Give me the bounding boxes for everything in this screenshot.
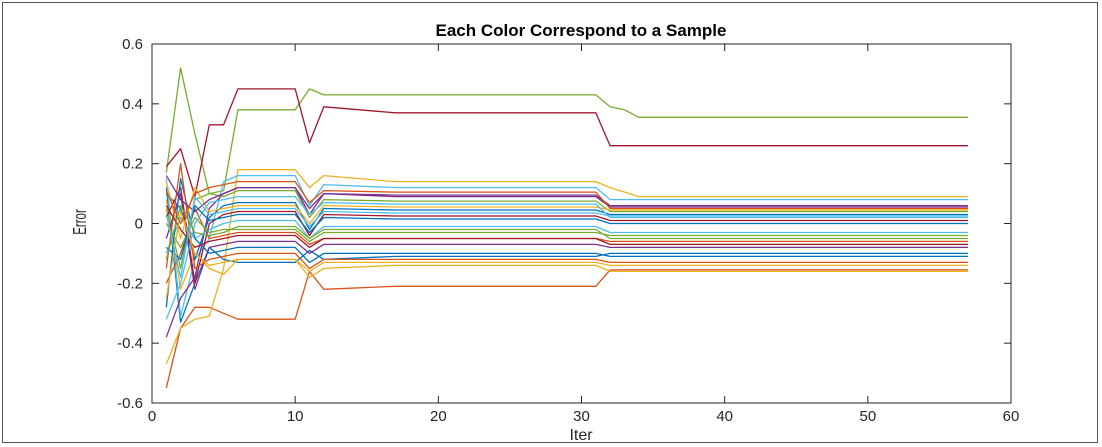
x-tick-label: 10	[287, 408, 304, 425]
series-line-26	[165, 195, 968, 279]
y-tick-label: 0	[135, 216, 143, 233]
series-line-23	[165, 210, 968, 299]
series-line-9	[165, 193, 968, 261]
series-line-4	[165, 169, 968, 365]
series-line-20	[165, 205, 968, 249]
x-tick-label: 30	[573, 408, 590, 425]
series-line-22	[165, 204, 968, 261]
chart-title: Each Color Correspond to a Sample	[436, 21, 727, 40]
series-line-21	[165, 175, 968, 213]
series-line-17	[165, 163, 968, 270]
y-tick-label: -0.4	[117, 335, 143, 352]
x-tick-label: 20	[430, 408, 447, 425]
series-line-3	[165, 269, 968, 389]
x-tick-label: 60	[1003, 408, 1020, 425]
series-line-24	[165, 180, 968, 225]
y-tick-label: -0.2	[117, 275, 143, 292]
series-line-14	[165, 192, 968, 290]
x-tick-label: 40	[716, 408, 733, 425]
series-line-16	[165, 181, 968, 240]
x-tick-label: 50	[859, 408, 876, 425]
series-line-25	[165, 204, 968, 260]
y-tick-label: 0.6	[122, 36, 143, 53]
y-tick-label: 0.2	[122, 156, 143, 173]
series-line-15	[165, 177, 968, 308]
series-line-18	[165, 216, 968, 249]
y-tick-label: -0.6	[117, 395, 143, 412]
series-line-19	[165, 195, 968, 320]
series-line-1	[165, 67, 968, 195]
x-axis-label: Iter	[569, 427, 593, 444]
series-layer	[165, 67, 968, 389]
series-line-13	[165, 186, 968, 284]
x-tick-label: 0	[148, 408, 156, 425]
y-axis-label: Error	[70, 209, 90, 235]
y-tick-label: 0.4	[122, 96, 143, 113]
ticks-layer: 0 10 20 30 40 50 60 -0.6 -0.4 -0.2 0 0.2 0.4 0.6	[117, 36, 1019, 425]
